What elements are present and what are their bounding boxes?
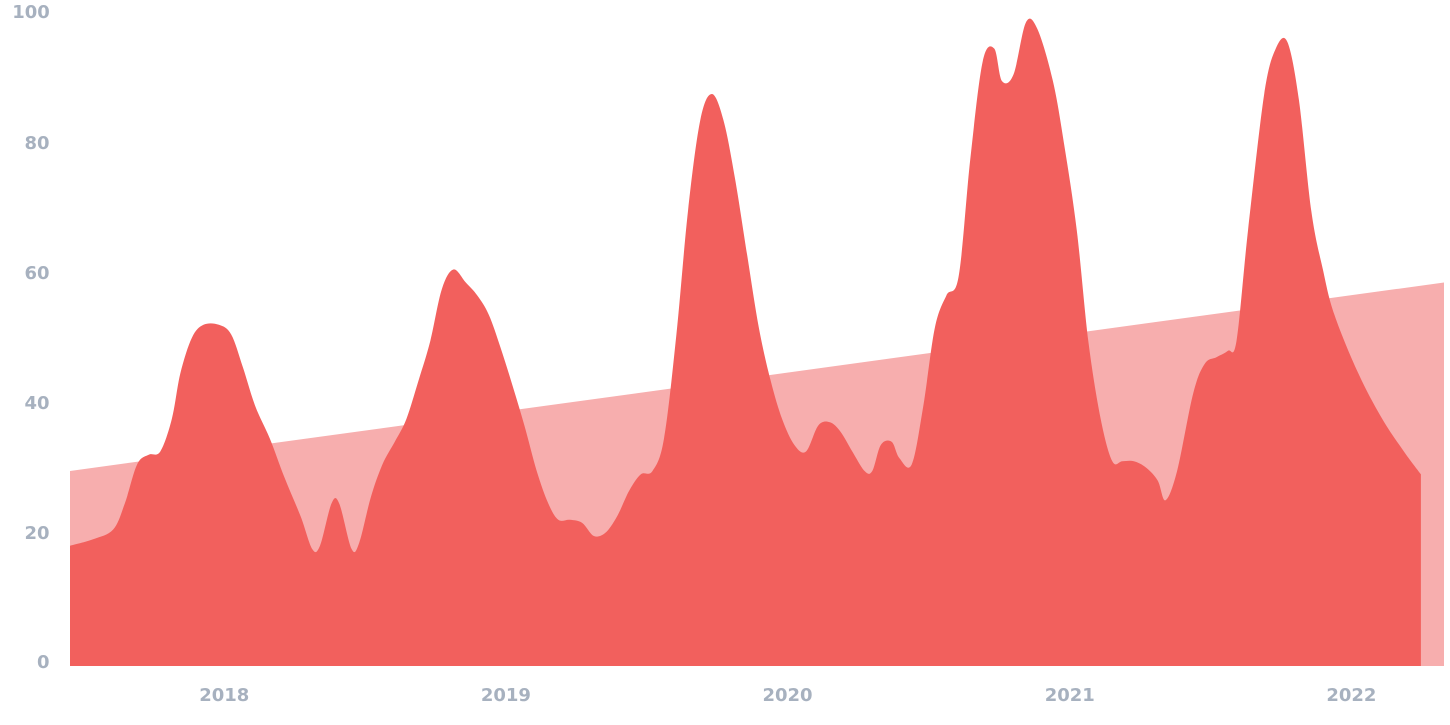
x-tick-label-2022: 2022 <box>1326 685 1376 706</box>
x-axis: 2018 2019 2020 2021 2022 <box>199 685 1376 706</box>
x-tick-label-2020: 2020 <box>762 685 812 706</box>
y-tick-label-20: 20 <box>24 523 49 544</box>
x-tick-label-2018: 2018 <box>199 685 249 706</box>
plot-area <box>70 18 1444 667</box>
y-axis: 0 20 40 60 80 100 <box>12 2 50 673</box>
y-tick-label-80: 80 <box>24 133 49 154</box>
y-tick-label-0: 0 <box>37 652 50 673</box>
x-tick-label-2019: 2019 <box>481 685 531 706</box>
main-series-area <box>70 18 1421 667</box>
y-tick-label-40: 40 <box>24 393 49 414</box>
y-tick-label-60: 60 <box>24 263 49 284</box>
x-tick-label-2021: 2021 <box>1045 685 1095 706</box>
y-tick-label-100: 100 <box>12 2 50 23</box>
